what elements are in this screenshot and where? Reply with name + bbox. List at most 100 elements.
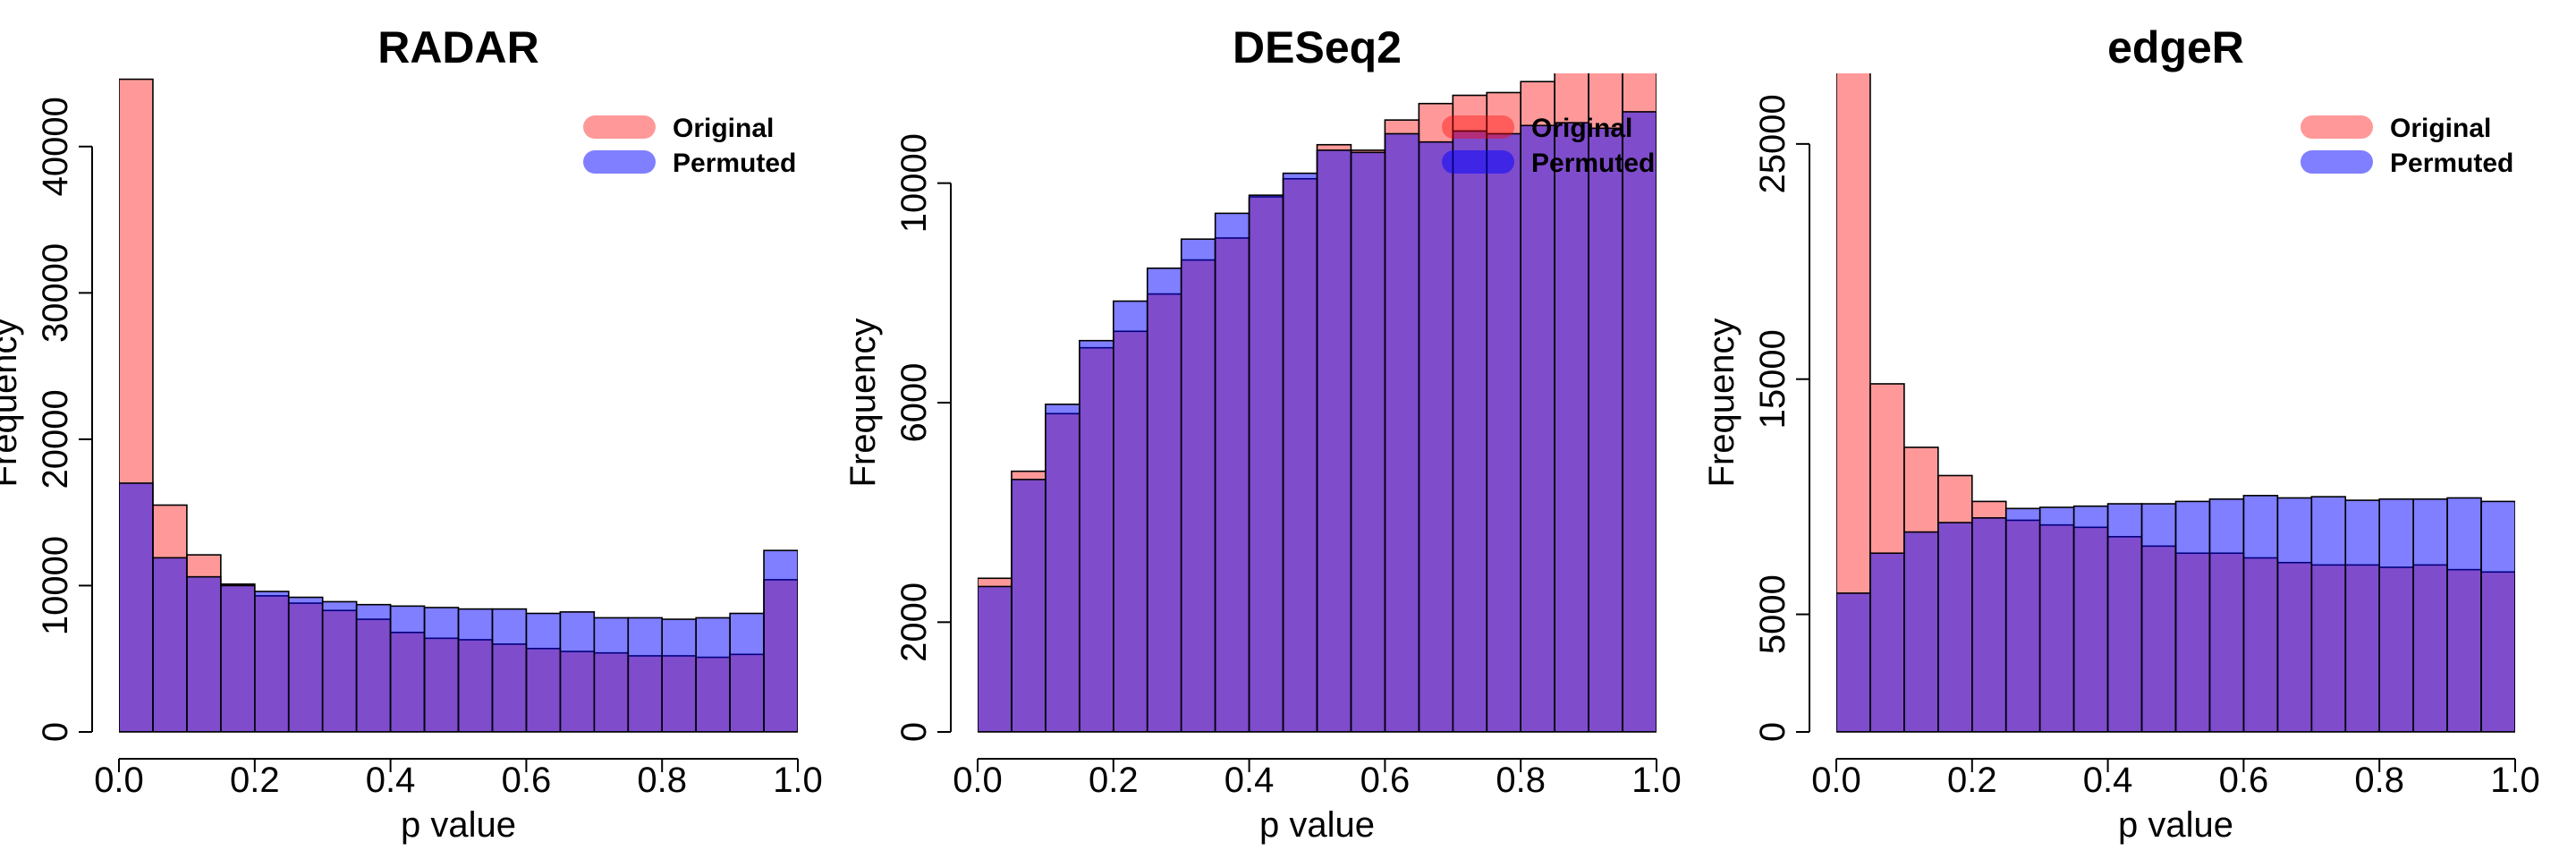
bar-permuted: [593, 617, 630, 732]
bar-permuted: [1248, 194, 1284, 732]
y-tick-label: 25000: [1753, 94, 1792, 193]
bar-permuted: [1011, 479, 1046, 732]
legend-label-original: Original: [2390, 114, 2491, 143]
bar-permuted: [695, 617, 731, 732]
bar-permuted: [253, 591, 290, 732]
bar-permuted: [1486, 132, 1522, 732]
bar-permuted: [2208, 498, 2245, 732]
bar-permuted: [491, 608, 528, 732]
y-tick-label: 40000: [36, 97, 75, 196]
legend: Original Permuted: [2301, 114, 2513, 178]
bar-permuted: [220, 584, 256, 732]
bar-permuted: [1869, 552, 1905, 732]
y-tick-label: 10000: [894, 133, 934, 233]
x-axis-label: p value: [401, 805, 516, 845]
x-tick-label: 0.6: [502, 761, 552, 800]
bar-permuted: [2480, 500, 2515, 732]
bar-permuted: [627, 617, 664, 732]
panel-radar: RADAR 0.0 0.2 0.4 0.6 0.8 1.0 p value 0 10000 2000…: [0, 22, 823, 845]
bar-permuted: [2446, 497, 2482, 732]
y-tick-label: 0: [1753, 722, 1792, 742]
bar-permuted: [1350, 151, 1386, 732]
y-tick-label: 5000: [1753, 574, 1792, 654]
bar-permuted: [763, 549, 798, 732]
x-tick-label: 0.0: [953, 761, 1003, 800]
bar-permuted: [321, 600, 358, 732]
x-tick-label: 0.2: [230, 761, 280, 800]
bar-permuted: [1316, 149, 1352, 732]
panel-edger: edgeR 0.0 0.2 0.4 0.6 0.8 1.0 p value 0 5000 15000…: [1702, 22, 2540, 845]
bar-permuted: [2174, 500, 2211, 732]
bar-permuted: [1903, 531, 1939, 732]
legend: Original Permuted: [583, 114, 796, 178]
x-tick-label: 0.8: [1496, 761, 1546, 800]
bar-permuted: [1146, 267, 1182, 732]
legend-label-original: Original: [673, 114, 774, 143]
y-tick-label: 6000: [894, 363, 934, 443]
bar-permuted: [1180, 238, 1216, 732]
legend: Original Permuted: [1442, 114, 1655, 178]
bar-permuted: [1452, 130, 1488, 732]
bar-permuted: [1112, 300, 1148, 732]
legend-label-original: Original: [1531, 114, 1632, 143]
bar-permuted: [1418, 140, 1454, 732]
bar-permuted: [2276, 497, 2313, 732]
bar-permuted: [287, 596, 324, 732]
legend-label-permuted: Permuted: [2390, 149, 2513, 178]
bar-permuted: [1282, 172, 1318, 732]
y-axis-label: Frequency: [0, 319, 24, 488]
bar-permuted: [1079, 339, 1114, 732]
y-tick-label: 0: [36, 722, 75, 742]
legend-label-permuted: Permuted: [1531, 149, 1655, 178]
y-tick-label: 0: [894, 722, 934, 742]
bar-permuted: [1937, 522, 1973, 732]
x-tick-label: 1.0: [773, 761, 823, 800]
bar-permuted: [661, 618, 697, 732]
x-tick-label: 0.6: [1360, 761, 1411, 800]
bar-permuted: [978, 585, 1013, 732]
bar-permuted: [1554, 122, 1589, 732]
bars: [978, 73, 1657, 732]
y-axis-label: Frequency: [843, 319, 883, 488]
bar-permuted: [2038, 506, 2075, 732]
bar-permuted: [2072, 505, 2109, 732]
x-tick-label: 0.2: [1947, 761, 1997, 800]
bar-permuted: [2344, 499, 2381, 732]
bar-permuted: [2310, 496, 2347, 732]
bar-permuted: [1384, 132, 1420, 732]
bar-permuted: [152, 557, 188, 732]
bar-permuted: [2242, 495, 2279, 732]
bar-permuted: [1836, 592, 1871, 732]
x-tick-label: 0.8: [637, 761, 687, 800]
x-axis-label: p value: [1259, 805, 1375, 845]
bar-permuted: [2140, 503, 2177, 732]
x-tick-label: 0.0: [1811, 761, 1861, 800]
y-tick-label: 20000: [36, 389, 75, 489]
bar-permuted: [559, 611, 596, 732]
bar-permuted: [1045, 404, 1080, 732]
bar-permuted: [2378, 498, 2414, 732]
x-tick-label: 0.8: [2354, 761, 2404, 800]
x-tick-label: 1.0: [2490, 761, 2540, 800]
bar-permuted: [1520, 124, 1555, 732]
bar-permuted: [1588, 127, 1623, 732]
x-tick-label: 0.4: [2083, 761, 2133, 800]
panel-deseq2: DESeq2 0.0 0.2 0.4 0.6 0.8 1.0 p value 0 2000 6000…: [843, 22, 1682, 845]
chart-title: RADAR: [377, 22, 539, 72]
bar-permuted: [423, 607, 460, 732]
x-tick-label: 0.2: [1089, 761, 1139, 800]
chart-title: DESeq2: [1233, 22, 1402, 72]
y-tick-label: 10000: [36, 536, 75, 635]
bars: [1836, 73, 2515, 732]
y-tick-label: 15000: [1753, 329, 1792, 429]
bar-permuted: [389, 605, 426, 732]
bars: [119, 78, 798, 732]
x-axis-label: p value: [2118, 805, 2233, 845]
y-axis-label: Frequency: [1702, 319, 1741, 488]
legend-label-permuted: Permuted: [673, 149, 796, 178]
y-tick-label: 2000: [894, 583, 934, 662]
x-tick-label: 0.4: [1224, 761, 1275, 800]
x-tick-label: 0.6: [2219, 761, 2269, 800]
x-tick-label: 1.0: [1631, 761, 1682, 800]
